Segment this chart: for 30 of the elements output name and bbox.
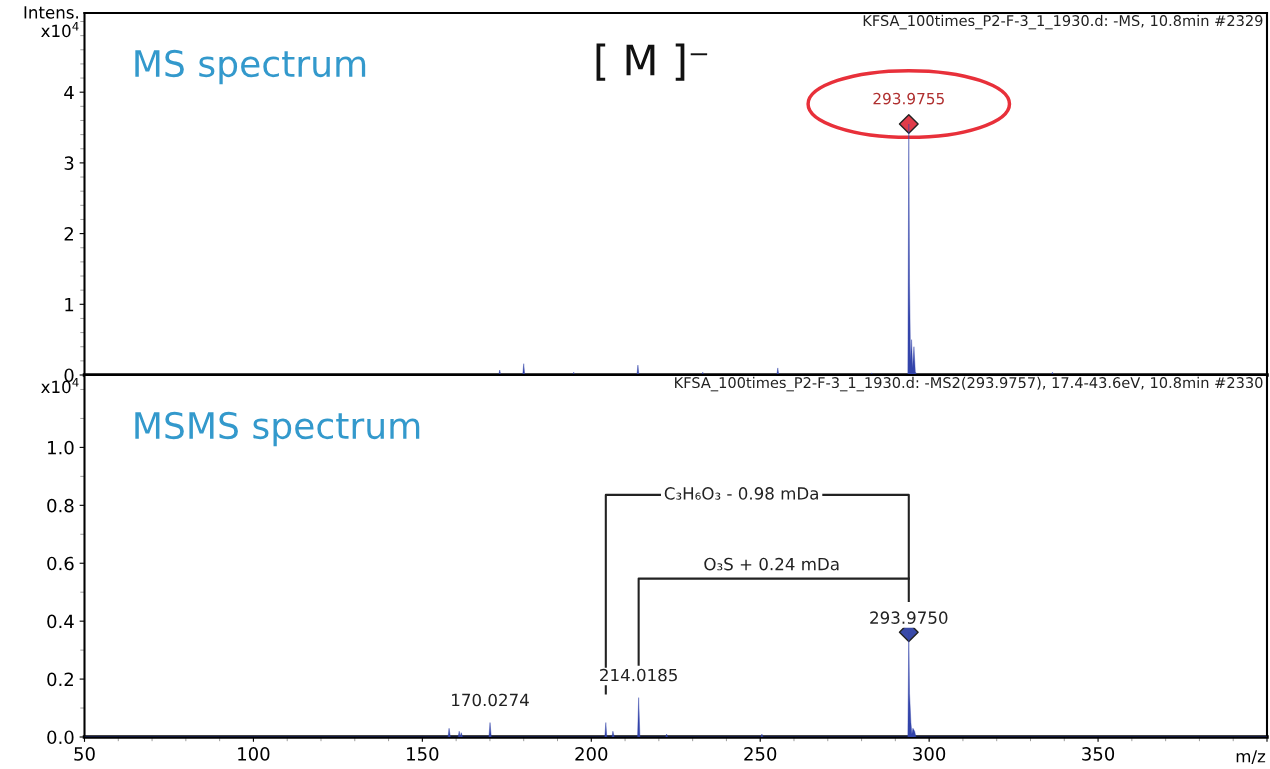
y-tick-label: 3	[64, 156, 74, 171]
x-tick-label: 200	[575, 747, 608, 761]
y-tick-label: 0.8	[47, 498, 74, 513]
y-tick-label: 2	[64, 227, 73, 241]
text: MSMS spectrum	[135, 411, 420, 447]
y-tick-label: 0.4	[47, 614, 74, 629]
annotation: 170.0274	[452, 693, 529, 707]
x-tick-label: 350	[1082, 747, 1115, 761]
x-tick-label: 50	[74, 747, 95, 761]
text: MS spectrum	[135, 49, 366, 85]
annotation: 293.9750	[870, 611, 948, 624]
annotation: C₃H₆O₃ - 0.98 mDa	[664, 487, 818, 500]
x-axis-title: m/z	[1236, 750, 1266, 764]
chart-subtitle: KFSA_100times_P2-F-3_1_1930.d: -MS, 10.8min #2329	[863, 14, 1263, 30]
annotation: O₃S + 0.24 mDa	[704, 557, 839, 571]
y-tick-label: 1.0	[48, 440, 74, 455]
x-tick-label: 300	[913, 747, 946, 761]
y-tick-label: 0.0	[47, 730, 74, 745]
annotation: 293.9755	[873, 92, 944, 105]
x-tick-label: 150	[407, 747, 439, 761]
y-axis-title: Intens. x10$^{4}$	[24, 6, 79, 38]
x-tick-label: 250	[744, 747, 777, 761]
annotation: [ M ]⁻	[596, 43, 708, 81]
chart-subtitle: KFSA_100times_P2-F-3_1_1930.d: -MS2(293.9757), 17.4-43.6eV, 10.8min #2330	[675, 376, 1263, 392]
y-tick-label: 0.6	[47, 556, 74, 571]
x-tick-label: 100	[238, 747, 270, 761]
annotation: 214.0185	[600, 668, 677, 682]
y-tick-label: 4	[64, 85, 74, 100]
y-tick-label: 0.2	[47, 672, 73, 687]
y-tick-label: 1	[65, 297, 74, 312]
